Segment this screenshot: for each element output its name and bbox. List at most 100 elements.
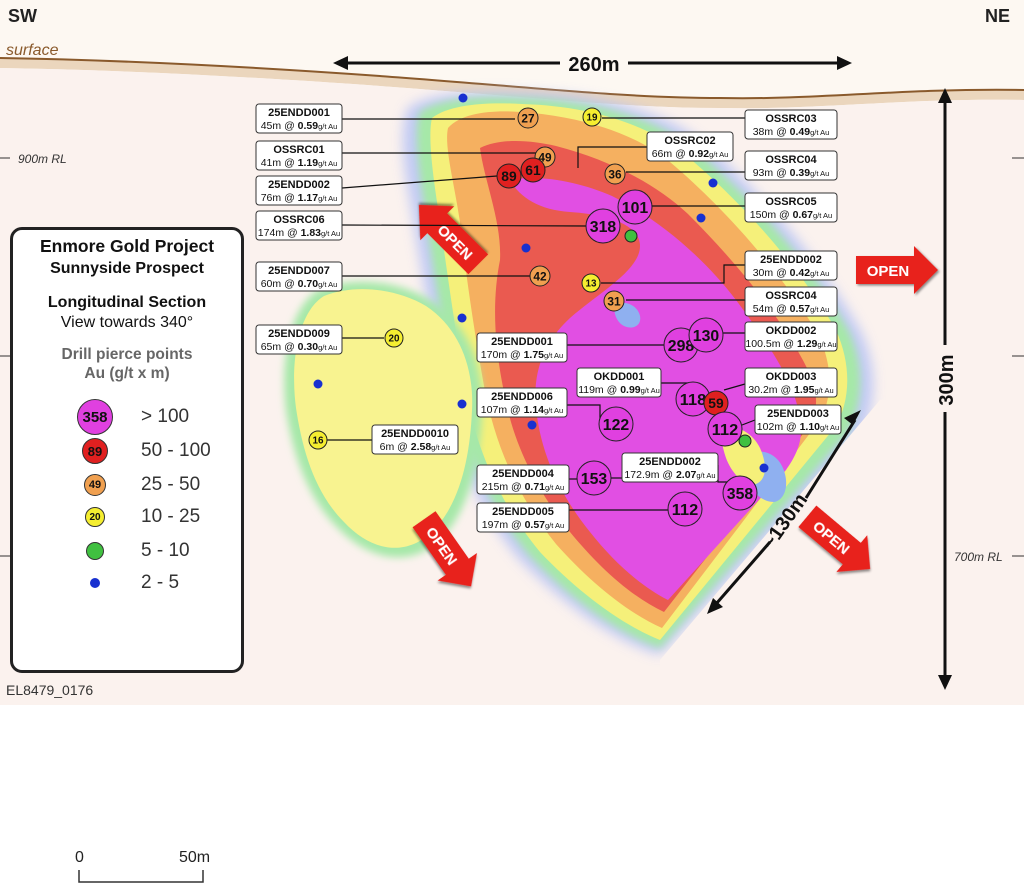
intercept-length: 215m bbox=[482, 481, 509, 493]
drill-intercept: 107m @ 1.14g/t Au bbox=[481, 404, 563, 416]
drill-hole-id: OSSRC05 bbox=[765, 196, 816, 208]
blue-pierce-point bbox=[696, 213, 706, 223]
intercept-length: 45m bbox=[261, 120, 282, 132]
rl-900: 900m RL bbox=[18, 152, 67, 166]
green-pierce-point bbox=[738, 434, 752, 448]
grade-unit: g/t Au bbox=[545, 483, 564, 492]
intercept-grade: 1.17 bbox=[298, 192, 319, 204]
leader-line bbox=[741, 419, 756, 426]
pierce-point-orange: 31 bbox=[603, 290, 625, 312]
legend-sample-value: 20 bbox=[89, 511, 101, 523]
grade-unit: g/t Au bbox=[814, 386, 833, 395]
pierce-point-value: 318 bbox=[590, 219, 616, 236]
pierce-point-value: 89 bbox=[501, 168, 517, 184]
surface-band bbox=[0, 58, 1024, 109]
drill-hole-id: OKDD001 bbox=[594, 371, 645, 383]
leader-lines bbox=[326, 117, 756, 511]
green-pierce-point bbox=[624, 229, 638, 243]
legend-range: 5 - 10 bbox=[141, 540, 190, 561]
legend-row: 20 10 - 25 bbox=[13, 502, 241, 532]
intercept-grade: 0.57 bbox=[790, 303, 811, 315]
grade-unit: g/t Au bbox=[545, 521, 564, 530]
intercept-grade: 0.30 bbox=[298, 341, 319, 353]
scale-bar: 0 50m bbox=[71, 844, 221, 889]
width-label: 260m bbox=[568, 54, 619, 76]
blue-pierce-point bbox=[313, 379, 323, 389]
pierce-point-magenta: 118 bbox=[675, 381, 711, 417]
pierce-point-value: 153 bbox=[581, 471, 607, 488]
intercept-grade: 1.14 bbox=[524, 404, 545, 416]
pierce-point-value: 13 bbox=[586, 279, 597, 290]
blue-pierce-point bbox=[457, 399, 467, 409]
drill-hole-id: OSSRC06 bbox=[273, 214, 324, 226]
long-section-diagram: SW NE surface 900m RL 700m RL 260m 300m … bbox=[0, 0, 1024, 705]
drill-intercept: 30m @ 0.42g/t Au bbox=[753, 267, 830, 279]
pierce-point-magenta: 130 bbox=[688, 317, 724, 353]
grade-unit: g/t Au bbox=[696, 471, 715, 480]
open-arrow-east: OPEN bbox=[856, 246, 938, 294]
pierce-point-value: 31 bbox=[607, 294, 621, 308]
legend-view: View towards 340° bbox=[60, 314, 194, 331]
pierce-point-yellow: 19 bbox=[582, 107, 602, 127]
legend-row: 89 50 - 100 bbox=[13, 436, 241, 466]
intercept-length: 65m bbox=[261, 341, 282, 353]
drill-hole-id: 25ENDD004 bbox=[492, 468, 555, 480]
leader-line bbox=[723, 383, 746, 391]
legend-symbol bbox=[86, 542, 104, 560]
intercept-length: 197m bbox=[482, 519, 509, 531]
surface-label: surface bbox=[6, 42, 59, 59]
legend-symbol: 49 bbox=[84, 474, 106, 496]
legend-symbol: 20 bbox=[85, 507, 105, 527]
drill-intercept: 100.5m @ 1.29g/t Au bbox=[745, 338, 836, 350]
inner-blue-mid bbox=[614, 302, 641, 328]
intercept-length: 76m bbox=[261, 192, 282, 204]
pierce-point-orange: 27 bbox=[517, 107, 539, 129]
intercept-grade: 0.39 bbox=[790, 167, 811, 179]
legend-sample-value: 49 bbox=[88, 479, 102, 491]
pierce-point-value: 42 bbox=[533, 269, 547, 283]
drill-intercept: 150m @ 0.67g/t Au bbox=[750, 209, 832, 221]
pierce-point-yellow: 16 bbox=[308, 430, 328, 450]
scale-start: 0 bbox=[75, 849, 84, 866]
pierce-point-value: 101 bbox=[622, 200, 648, 217]
intercept-grade: 0.71 bbox=[525, 481, 546, 493]
drill-hole-id: 25ENDD001 bbox=[268, 107, 330, 119]
grade-unit: g/t Au bbox=[813, 211, 832, 220]
pierce-point-magenta: 122 bbox=[598, 406, 634, 442]
pierce-point-value: 298 bbox=[668, 338, 694, 355]
drill-intercept: 102m @ 1.10g/t Au bbox=[757, 421, 839, 433]
intercept-grade: 0.70 bbox=[298, 278, 319, 290]
legend-symbol: 358 bbox=[77, 399, 113, 435]
intercept-grade: 0.57 bbox=[525, 519, 546, 531]
scale-end: 50m bbox=[179, 849, 210, 866]
grade-unit: g/t Au bbox=[318, 194, 337, 203]
drill-intercept: 174m @ 1.83g/t Au bbox=[258, 227, 340, 239]
intercept-length: 41m bbox=[261, 157, 282, 169]
drill-intercept: 172.9m @ 2.07g/t Au bbox=[624, 469, 715, 481]
intercept-grade: 0.59 bbox=[298, 120, 319, 132]
pierce-point-value: 112 bbox=[712, 422, 739, 439]
height-dimension bbox=[938, 88, 952, 690]
pierce-point-orange: 36 bbox=[604, 163, 626, 185]
intercept-length: 30.2m bbox=[748, 384, 777, 396]
legend-range: 10 - 25 bbox=[141, 506, 201, 527]
grade-unit: g/t Au bbox=[321, 229, 340, 238]
legend-section: Longitudinal Section bbox=[47, 294, 207, 311]
grade-unit: g/t Au bbox=[820, 423, 839, 432]
pierce-point-magenta: 358 bbox=[722, 475, 758, 511]
drill-intercept: 93m @ 0.39g/t Au bbox=[753, 167, 830, 179]
drill-intercept: 76m @ 1.17g/t Au bbox=[261, 192, 338, 204]
pierce-point-magenta: 101 bbox=[617, 189, 653, 225]
intercept-grade: 0.67 bbox=[793, 209, 814, 221]
intercept-grade: 0.99 bbox=[620, 384, 641, 396]
small-pierce-points bbox=[313, 93, 769, 473]
legend-title: Enmore Gold Project bbox=[39, 236, 215, 256]
legend-range: 50 - 100 bbox=[141, 440, 211, 461]
